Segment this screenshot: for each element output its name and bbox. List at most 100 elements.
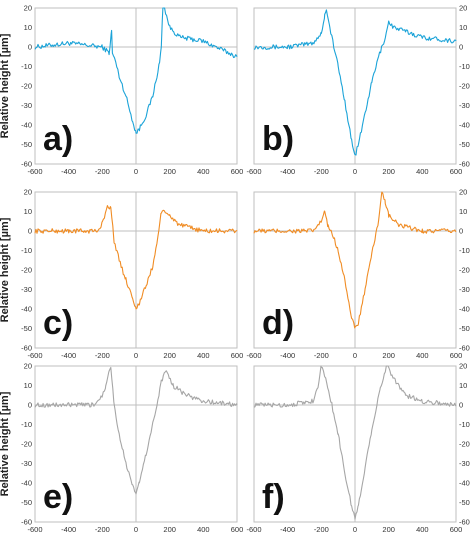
y-tick-label: -10: [459, 420, 470, 429]
y-tick-label: -10: [21, 246, 32, 255]
x-tick-label: 600: [450, 167, 463, 176]
x-tick-label: 200: [163, 351, 176, 360]
x-tick-label: -200: [95, 525, 110, 534]
x-tick-label: 400: [416, 351, 429, 360]
x-tick-label: -600: [27, 351, 42, 360]
panel-label: a): [43, 120, 73, 158]
y-tick-label: -60: [459, 160, 470, 169]
panel-b: 20 10 0 -10 -20 -30 -40 -50 -60 -600 -400 -200 0 200 4…: [246, 4, 469, 177]
x-tick-label: 0: [353, 351, 357, 360]
y-axis-title: Relative height [µm]: [0, 391, 11, 496]
x-tick-label: 0: [353, 525, 357, 534]
y-tick-label: -50: [459, 140, 470, 149]
y-tick-label: 20: [24, 4, 32, 13]
y-tick-label: 0: [459, 401, 463, 410]
y-tick-label: -60: [21, 160, 32, 169]
x-tick-label: -200: [314, 351, 329, 360]
y-tick-label: -20: [21, 266, 32, 275]
y-tick-label: 10: [24, 207, 32, 216]
x-tick-label: 600: [231, 351, 244, 360]
x-tick-label: 200: [163, 525, 176, 534]
panel-label: d): [262, 304, 294, 342]
y-tick-label: 20: [24, 188, 32, 197]
y-tick-label: 0: [28, 227, 32, 236]
y-tick-label: 20: [459, 362, 467, 371]
y-tick-label: -60: [459, 344, 470, 353]
series-line: [34, 366, 238, 495]
y-tick-label: -40: [21, 305, 32, 314]
panel-label: b): [262, 120, 294, 158]
x-tick-label: 600: [231, 525, 244, 534]
x-tick-label: -600: [246, 167, 261, 176]
y-tick-label: -60: [21, 518, 32, 527]
y-tick-label: -10: [459, 62, 470, 71]
x-tick-label: -400: [280, 167, 295, 176]
y-tick-label: -40: [459, 121, 470, 130]
panel-d: 20 10 0 -10 -20 -30 -40 -50 -60 -600 -400 -200 0 200 4…: [246, 188, 469, 361]
x-tick-label: -600: [246, 525, 261, 534]
y-tick-label: 10: [459, 381, 467, 390]
series-line: [253, 9, 457, 156]
y-tick-label: -60: [459, 518, 470, 527]
y-tick-label: -10: [21, 62, 32, 71]
y-tick-label: 20: [24, 362, 32, 371]
panel-e: 20 10 0 -10 -20 -30 -40 -50 -60-600 -400 -200 0 200 4…: [0, 362, 243, 535]
y-tick-label: 10: [24, 381, 32, 390]
panel-a: 20 10 0 -10 -20 -30 -40 -50 -60-600 -400 -200 0 200 4…: [0, 4, 243, 177]
y-tick-label: -10: [21, 420, 32, 429]
x-tick-label: 600: [231, 167, 244, 176]
y-tick-label: -20: [459, 440, 470, 449]
x-tick-label: 600: [450, 525, 463, 534]
x-tick-label: 0: [353, 167, 357, 176]
x-tick-label: -400: [61, 351, 76, 360]
y-tick-label: -30: [21, 285, 32, 294]
y-tick-label: 0: [28, 43, 32, 52]
y-tick-label: 20: [459, 4, 467, 13]
panel-label: e): [43, 478, 73, 516]
y-tick-label: -30: [459, 101, 470, 110]
series-line: [253, 365, 457, 520]
x-tick-label: 0: [134, 525, 138, 534]
y-tick-label: -30: [459, 285, 470, 294]
x-tick-label: -400: [280, 351, 295, 360]
panel-f: 20 10 0 -10 -20 -30 -40 -50 -60 -600 -400 -200 0 200 4…: [246, 362, 469, 535]
y-tick-label: 0: [459, 43, 463, 52]
y-tick-label: -40: [21, 479, 32, 488]
panel-c: 20 10 0 -10 -20 -30 -40 -50 -60-600 -400 -200 0 200 4…: [0, 188, 243, 361]
x-tick-label: -600: [27, 525, 42, 534]
y-tick-label: -30: [21, 101, 32, 110]
x-tick-label: -200: [314, 167, 329, 176]
y-tick-label: -20: [459, 82, 470, 91]
x-tick-label: -400: [280, 525, 295, 534]
x-tick-label: -600: [246, 351, 261, 360]
x-tick-label: 400: [197, 167, 210, 176]
panel-label: f): [262, 478, 285, 516]
y-axis-title: Relative height [µm]: [0, 33, 11, 138]
x-tick-label: 0: [134, 351, 138, 360]
x-tick-label: 400: [416, 167, 429, 176]
y-tick-label: 0: [28, 401, 32, 410]
y-axis-title: Relative height [µm]: [0, 217, 11, 322]
x-tick-label: 400: [416, 525, 429, 534]
y-tick-label: 10: [24, 23, 32, 32]
x-tick-label: 200: [163, 167, 176, 176]
series-line: [34, 205, 238, 310]
y-tick-label: 0: [459, 227, 463, 236]
y-tick-label: -50: [459, 324, 470, 333]
y-tick-label: 20: [459, 188, 467, 197]
y-tick-label: 10: [459, 207, 467, 216]
x-tick-label: 200: [382, 525, 395, 534]
x-tick-label: -600: [27, 167, 42, 176]
x-tick-label: -200: [95, 167, 110, 176]
x-tick-label: 200: [382, 351, 395, 360]
y-tick-label: -50: [21, 324, 32, 333]
y-tick-label: -40: [459, 479, 470, 488]
y-tick-label: -30: [459, 459, 470, 468]
series-line: [34, 7, 238, 134]
y-tick-label: -20: [21, 82, 32, 91]
x-tick-label: 600: [450, 351, 463, 360]
x-tick-label: -200: [314, 525, 329, 534]
y-tick-label: -40: [21, 121, 32, 130]
